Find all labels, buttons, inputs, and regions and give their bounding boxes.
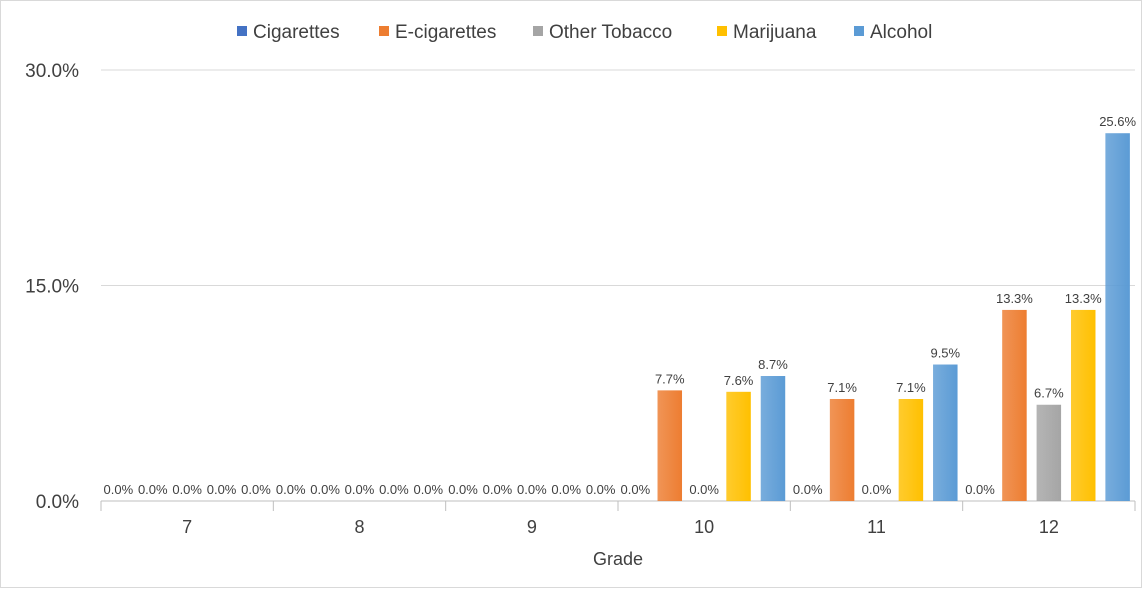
x-tick-label: 12: [1039, 517, 1059, 537]
data-label: 6.7%: [1034, 386, 1064, 401]
data-label: 0.0%: [586, 482, 616, 497]
legend-label-2: Other Tobacco: [549, 22, 672, 43]
x-tick-label: 7: [182, 517, 192, 537]
y-tick-label: 15.0%: [25, 277, 79, 298]
data-label: 0.0%: [241, 482, 271, 497]
x-tick-label: 10: [694, 517, 714, 537]
y-axis-ticks: 0.0% 15.0% 30.0%: [25, 61, 79, 513]
data-label: 0.0%: [965, 482, 995, 497]
data-label: 0.0%: [793, 482, 823, 497]
y-tick-label: 30.0%: [25, 61, 79, 82]
legend-label-0: Cigarettes: [253, 22, 340, 43]
legend: Cigarettes E-cigarettes Other Tobacco Marij…: [237, 22, 932, 43]
data-label: 0.0%: [345, 482, 375, 497]
data-label: 0.0%: [483, 482, 513, 497]
data-label: 0.0%: [172, 482, 202, 497]
gridlines: [101, 69, 1135, 286]
x-tick-label: 9: [527, 517, 537, 537]
bars: [657, 133, 1130, 502]
x-axis: 7 8 9 10 11 12: [100, 500, 1136, 537]
bar-e-cigarettes-grade-12: [1002, 309, 1027, 501]
legend-swatch-3: [717, 26, 727, 36]
legend-swatch-1: [379, 26, 389, 36]
data-label: 0.0%: [379, 482, 409, 497]
data-label: 0.0%: [413, 482, 443, 497]
bar-marijuana-grade-10: [726, 391, 751, 501]
data-label: 7.1%: [827, 380, 857, 395]
data-label: 0.0%: [276, 482, 306, 497]
data-label: 25.6%: [1099, 114, 1136, 129]
data-label: 7.6%: [724, 373, 754, 388]
bar-marijuana-grade-11: [898, 398, 924, 501]
data-label: 0.0%: [104, 482, 134, 497]
bar-other-tobacco-grade-12: [1036, 404, 1062, 501]
legend-label-4: Alcohol: [870, 22, 932, 43]
legend-swatch-2: [533, 26, 543, 36]
legend-swatch-4: [854, 26, 864, 36]
data-label: 13.3%: [1065, 291, 1102, 306]
data-label: 0.0%: [517, 482, 547, 497]
data-label: 0.0%: [551, 482, 581, 497]
data-label: 13.3%: [996, 291, 1033, 306]
legend-label-1: E-cigarettes: [395, 22, 496, 43]
legend-label-3: Marijuana: [733, 22, 817, 43]
data-label: 8.7%: [758, 357, 788, 372]
bar-e-cigarettes-grade-10: [657, 390, 683, 501]
x-tick-label: 11: [867, 517, 886, 537]
data-label: 0.0%: [448, 482, 478, 497]
bar-alcohol-grade-10: [760, 376, 786, 501]
x-axis-title: Grade: [593, 549, 643, 569]
data-label: 7.7%: [655, 371, 685, 386]
data-labels: 0.0% 0.0% 0.0% 0.0% 0.0% 0.0% 0.0% 0.0% 0.0% 0.0%…: [104, 114, 1137, 497]
data-label: 9.5%: [930, 346, 960, 361]
data-label: 0.0%: [862, 482, 892, 497]
data-label: 0.0%: [138, 482, 168, 497]
y-tick-label: 0.0%: [36, 492, 79, 513]
data-label: 0.0%: [207, 482, 237, 497]
bar-alcohol-grade-11: [933, 364, 958, 501]
data-label: 0.0%: [310, 482, 340, 497]
data-label: 0.0%: [621, 482, 651, 497]
legend-swatch-0: [237, 26, 247, 36]
x-tick-label: 8: [354, 517, 364, 537]
data-label: 0.0%: [689, 482, 719, 497]
bar-marijuana-grade-12: [1070, 309, 1096, 501]
data-label: 7.1%: [896, 380, 926, 395]
bar-alcohol-grade-12: [1105, 133, 1130, 502]
bar-e-cigarettes-grade-11: [829, 398, 855, 501]
